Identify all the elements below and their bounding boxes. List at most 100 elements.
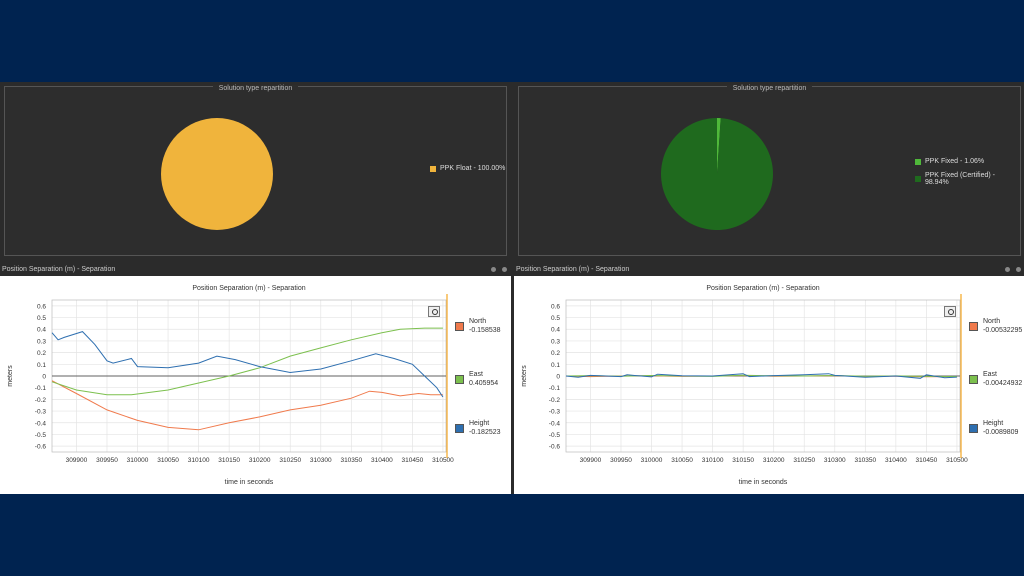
legend-value: 0.405954 <box>469 380 499 387</box>
y-tick-label: 0.3 <box>551 338 560 345</box>
y-tick-label: 0 <box>42 374 46 381</box>
y-tick-label: -0.4 <box>549 420 561 427</box>
x-tick-label: 310300 <box>824 457 846 464</box>
y-tick-label: 0.1 <box>37 362 46 369</box>
y-axis-label: meters <box>7 365 14 387</box>
y-tick-label: 0.3 <box>37 338 46 345</box>
legend-name: Height <box>469 420 490 427</box>
solution-pie-panel-left: Solution type repartition PPK Float - 10… <box>4 85 507 256</box>
series-line-height <box>565 373 957 379</box>
legend-name: East <box>983 371 998 378</box>
legend-swatch <box>969 375 978 384</box>
legend-value: -0.158538 <box>469 327 501 334</box>
legend-swatch <box>455 322 464 331</box>
y-tick-label: -0.3 <box>549 409 561 416</box>
y-tick-label: -0.2 <box>35 397 47 404</box>
series-line-height <box>51 331 444 398</box>
legend-name: North <box>469 318 487 325</box>
pie-legend-label: PPK Fixed - 1.06% <box>925 158 985 165</box>
legend-swatch <box>969 424 978 433</box>
x-tick-label: 309900 <box>66 457 88 464</box>
x-tick-label: 309950 <box>96 457 118 464</box>
legend-value: -0.182523 <box>469 429 501 436</box>
pie-legend-label: PPK Float - 100.00% <box>440 165 506 172</box>
legend-value: -0.00424932 <box>983 380 1023 387</box>
legend-swatch <box>430 165 436 172</box>
line-chart-right: Position Separation (m) - Separation 0.6 0… <box>521 285 968 486</box>
series-line-north <box>51 380 443 431</box>
x-tick-label: 310250 <box>793 457 815 464</box>
x-tick-label: 310000 <box>641 457 663 464</box>
y-tick-label: -0.1 <box>549 385 561 392</box>
camera-icon[interactable] <box>428 306 440 317</box>
x-axis-label: time in seconds <box>739 479 788 486</box>
x-tick-label: 309900 <box>580 457 602 464</box>
x-tick-label: 310050 <box>157 457 179 464</box>
legend-swatch <box>455 375 464 384</box>
y-tick-label: 0 <box>556 374 560 381</box>
camera-icon[interactable] <box>944 306 956 317</box>
x-tick-label: 310500 <box>946 457 968 464</box>
close-icon[interactable] <box>502 267 507 272</box>
y-tick-label: 0.2 <box>551 350 560 357</box>
legend-swatch <box>455 424 464 433</box>
y-tick-label: -0.3 <box>35 409 47 416</box>
x-tick-label: 310100 <box>702 457 724 464</box>
panel-header-left: Position Separation (m) - Separation <box>0 266 512 276</box>
pie-slice <box>161 118 273 230</box>
y-tick-label: -0.5 <box>35 432 47 439</box>
panel-header-title: Position Separation (m) - Separation <box>2 266 116 273</box>
y-tick-label: -0.5 <box>549 432 561 439</box>
x-tick-label: 310450 <box>916 457 938 464</box>
y-tick-label: -0.6 <box>35 444 47 451</box>
x-tick-label: 310250 <box>279 457 301 464</box>
legend-swatch <box>915 158 921 165</box>
settings-icon[interactable] <box>491 267 496 272</box>
x-tick-label: 310400 <box>885 457 907 464</box>
pie-legend-item: PPK Fixed - 1.06% <box>915 158 984 165</box>
x-tick-label: 310200 <box>249 457 271 464</box>
y-tick-label: 0.6 <box>37 303 46 310</box>
y-tick-label: 0.1 <box>551 362 560 369</box>
x-tick-label: 310500 <box>432 457 454 464</box>
pie-slice <box>661 118 773 230</box>
pie-chart-right <box>661 118 773 230</box>
y-tick-label: -0.1 <box>35 385 47 392</box>
separation-chart-left: Position Separation (m) - Separation 0.6 0… <box>0 276 511 494</box>
x-tick-label: 310150 <box>732 457 754 464</box>
x-tick-label: 310450 <box>402 457 424 464</box>
legend-name: Height <box>983 420 1004 427</box>
y-tick-label: 0.6 <box>551 303 560 310</box>
legend-value: -0.00532295 <box>983 327 1023 334</box>
separation-chart-right: Position Separation (m) - Separation 0.6 0… <box>514 276 1024 494</box>
x-tick-label: 309950 <box>610 457 632 464</box>
y-tick-label: 0.5 <box>551 315 560 322</box>
x-tick-label: 310350 <box>340 457 362 464</box>
pie-chart-left <box>161 118 273 230</box>
line-chart-left: Position Separation (m) - Separation 0.6 0… <box>7 285 454 486</box>
legend-name: East <box>469 371 484 378</box>
x-tick-label: 310000 <box>127 457 149 464</box>
x-tick-label: 310300 <box>310 457 332 464</box>
y-tick-label: -0.6 <box>549 444 561 451</box>
x-tick-label: 310350 <box>854 457 876 464</box>
y-axis-label: meters <box>521 365 528 387</box>
pie-title-right: Solution type repartition <box>726 85 813 92</box>
application-window: Solution type repartition PPK Float - 10… <box>0 82 1024 494</box>
settings-icon[interactable] <box>1005 267 1010 272</box>
y-tick-label: 0.4 <box>551 327 560 334</box>
x-tick-label: 310150 <box>218 457 240 464</box>
x-tick-label: 310100 <box>188 457 210 464</box>
legend-value: -0.0089809 <box>983 429 1019 436</box>
pie-legend-item: PPK Fixed (Certified) - 98.94% <box>915 172 1020 186</box>
y-tick-label: -0.2 <box>549 397 561 404</box>
x-axis-label: time in seconds <box>225 479 274 486</box>
legend-name: North <box>983 318 1001 325</box>
pie-title-left: Solution type repartition <box>212 85 299 92</box>
panel-header-right: Position Separation (m) - Separation <box>514 266 1024 276</box>
panel-header-title: Position Separation (m) - Separation <box>516 266 630 273</box>
pie-legend-item: PPK Float - 100.00% <box>430 165 505 172</box>
y-tick-label: 0.2 <box>37 350 46 357</box>
close-icon[interactable] <box>1016 267 1021 272</box>
y-tick-label: -0.4 <box>35 420 47 427</box>
